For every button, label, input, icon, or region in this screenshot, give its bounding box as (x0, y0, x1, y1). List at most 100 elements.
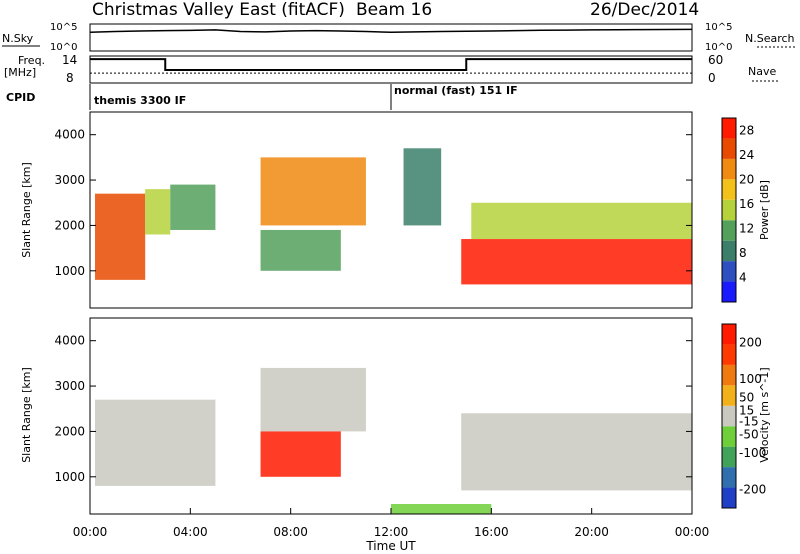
velocity-region-2 (260, 431, 341, 477)
x-axis: 00:00 04:00 08:00 12:00 16:00 20:00 00:00 (73, 508, 710, 539)
x-axis-label: Time UT (365, 539, 416, 553)
colorbar-tick-label: 12 (739, 221, 754, 235)
colorbar-tick-label: 24 (739, 148, 754, 162)
power-panel-frame (89, 111, 693, 309)
colorbar-swatch (722, 344, 736, 365)
colorbar-swatch (722, 324, 736, 345)
velocity-y-axis: 1000 2000 3000 4000 (54, 334, 692, 484)
colorbar-swatch (722, 199, 736, 221)
x-tick-label: 08:00 (273, 525, 308, 539)
freq-series-line (90, 58, 692, 71)
colorbar-swatch (722, 118, 736, 139)
colorbar-swatch (722, 179, 736, 200)
nsky-label: N.Sky (2, 32, 34, 45)
chart-title: Christmas Valley East (fitACF) (92, 0, 345, 20)
power-region-5 (403, 148, 442, 226)
freq-panel-frame (89, 55, 693, 84)
power-region-0 (95, 193, 146, 280)
power-region-4 (260, 229, 341, 271)
freq-tick-bottom: 8 (66, 71, 74, 85)
nsky-tick-bottom: 10^0 (50, 42, 77, 53)
colorbar-tick-label: -200 (739, 483, 766, 497)
power-colorbar: 4 8 12 16 20 24 28 (721, 117, 754, 303)
colorbar-tick-label: 15 (739, 403, 754, 417)
colorbar-tick-label: -100 (739, 446, 766, 460)
power-region-7 (471, 202, 692, 240)
velocity-region-1 (260, 367, 366, 432)
power-colorbar-label: Power [dB] (758, 180, 771, 240)
velocity-region-0 (95, 399, 216, 486)
velocity-region-4 (391, 504, 492, 514)
freq-label-line2: [MHz] (4, 66, 36, 79)
colorbar-tick-label: 8 (739, 246, 747, 260)
colorbar-tick-label: 50 (739, 391, 754, 405)
freq-label-line1: Freq. (18, 54, 45, 67)
cpid-segment-2: normal (fast) 151 IF (394, 84, 518, 97)
nsky-tick-top: 10^5 (50, 22, 77, 33)
x-tick-label: 12:00 (374, 525, 409, 539)
nsky-panel-frame (89, 23, 693, 52)
power-ylabel: Slant Range [km] (20, 162, 33, 258)
date-label: 26/Dec/2014 (590, 0, 699, 20)
colorbar-swatch (722, 240, 736, 262)
colorbar-swatch (722, 385, 736, 406)
velocity-colorbar-label: Velocity [m s^-1] (758, 367, 771, 462)
colorbar-tick-label: 4 (739, 270, 747, 284)
cpid-segment-1: themis 3300 IF (94, 94, 186, 107)
freq-tick-top: 14 (62, 53, 77, 67)
cpid-label: CPID (6, 91, 35, 104)
y-tick-label: 4000 (54, 334, 85, 348)
colorbar-swatch (722, 220, 736, 241)
colorbar-swatch (722, 138, 736, 159)
beam-label: Beam 16 (356, 0, 432, 20)
nsearch-tick-top: 10^5 (705, 22, 732, 33)
power-heatmap (95, 148, 692, 285)
nave-tick-top: 60 (708, 53, 723, 67)
power-region-2 (170, 184, 216, 230)
x-tick-label: 04:00 (173, 525, 208, 539)
y-tick-label: 1000 (54, 264, 85, 278)
colorbar-tick-label: 16 (739, 197, 754, 211)
nave-tick-bottom: 0 (708, 71, 716, 85)
colorbar-tick-label: 28 (739, 123, 754, 137)
colorbar-swatch (722, 446, 736, 468)
colorbar-swatch (722, 426, 736, 447)
freq-line (90, 58, 692, 74)
colorbar-swatch (722, 364, 736, 386)
velocity-region-3 (461, 413, 692, 491)
power-region-3 (260, 157, 366, 226)
x-tick-label: 20:00 (574, 525, 609, 539)
nsky-series-line (89, 28, 693, 33)
colorbar-swatch (722, 158, 736, 180)
y-tick-label: 4000 (54, 128, 85, 142)
y-tick-label: 1000 (54, 470, 85, 484)
nsearch-tick-bottom: 10^0 (705, 42, 732, 53)
colorbar-swatch (722, 405, 736, 427)
colorbar-tick-label: 100 (739, 372, 762, 386)
power-region-6 (461, 239, 692, 285)
x-tick-label: 00:00 (73, 525, 108, 539)
nsearch-label: N.Search (745, 32, 795, 45)
colorbar-swatch (722, 487, 736, 508)
y-tick-label: 3000 (54, 379, 85, 393)
velocity-heatmap (95, 367, 692, 514)
y-tick-label: 2000 (54, 424, 85, 438)
colorbar-swatch (722, 261, 736, 282)
nave-label: Nave (748, 65, 776, 78)
colorbar-frame (721, 323, 737, 509)
x-tick-label: 00:00 (675, 525, 710, 539)
colorbar-tick-label: -50 (739, 427, 759, 441)
power-region-1 (145, 189, 171, 235)
colorbar-swatch (722, 281, 736, 302)
colorbar-tick-label: 20 (739, 172, 754, 186)
colorbar-swatch (722, 467, 736, 488)
x-tick-label: 16:00 (474, 525, 509, 539)
power-y-axis: 1000 2000 3000 4000 (54, 128, 692, 278)
colorbar-tick-label: 200 (739, 335, 762, 349)
y-tick-label: 3000 (54, 173, 85, 187)
y-tick-label: 2000 (54, 218, 85, 232)
colorbar-tick-label: -15 (739, 415, 759, 429)
velocity-ylabel: Slant Range [km] (20, 367, 33, 463)
